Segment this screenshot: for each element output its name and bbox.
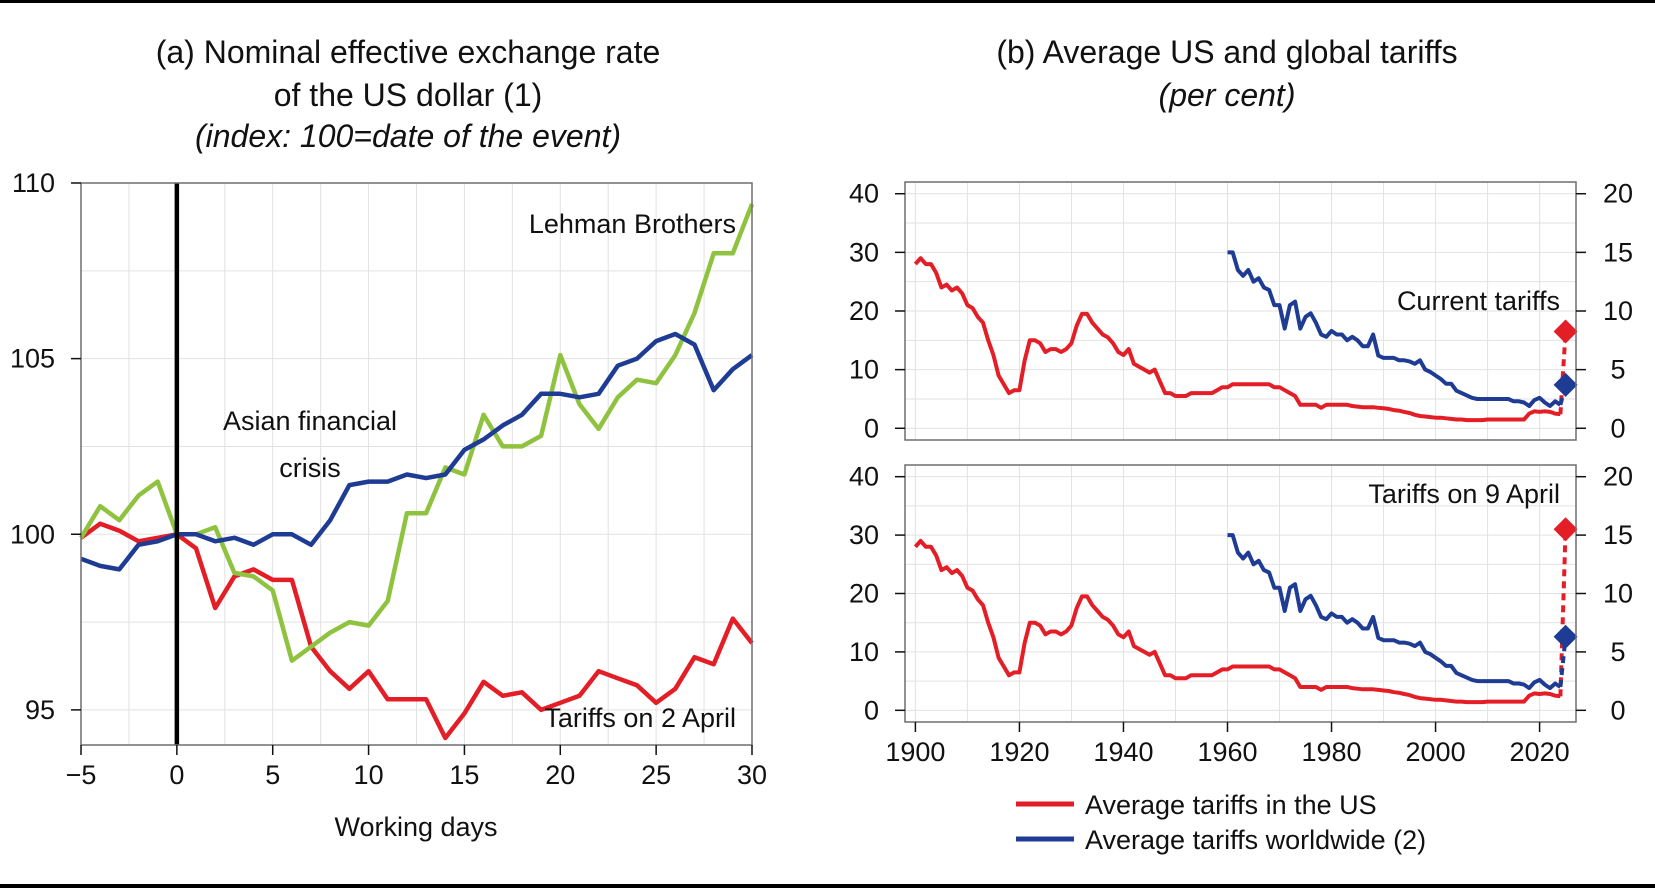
us-tariff-line (913, 538, 1561, 705)
y-right-tick-label: 10 (1603, 579, 1633, 609)
legend-label-us: Average tariffs in the US (1085, 790, 1377, 820)
x-tick-label: 1980 (1301, 737, 1361, 767)
x-tick-label: 15 (449, 760, 479, 790)
us-2025-marker (1553, 517, 1578, 542)
y-right-tick-label: 15 (1603, 237, 1633, 267)
y-left-tick-label: 0 (864, 695, 879, 725)
legend: Average tariffs in the US Average tariff… (1016, 790, 1426, 855)
y-right-tick-label: 15 (1603, 520, 1633, 550)
series-line-blue (80, 331, 754, 572)
annotation-tariffs-2-april: Tariffs on 2 April (544, 703, 736, 733)
y-tick-label: 110 (12, 168, 55, 198)
x-tick-label: 0 (169, 760, 184, 790)
y-right-tick-label: 20 (1603, 462, 1633, 492)
y-left-tick-label: 40 (849, 462, 879, 492)
annotation-tariffs-9-april: Tariffs on 9 April (1368, 479, 1560, 509)
y-left-tick-label: 20 (849, 296, 879, 326)
world-tariff-line (1227, 533, 1562, 691)
y-right-tick-label: 20 (1603, 179, 1633, 209)
y-right-tick-label: 0 (1610, 413, 1625, 443)
y-left-tick-label: 10 (849, 637, 879, 667)
x-tick-label: 30 (737, 760, 767, 790)
x-tick-label: 1940 (1093, 737, 1153, 767)
y-left-tick-label: 0 (864, 413, 879, 443)
y-right-tick-label: 0 (1610, 695, 1625, 725)
world-tariff-line (1227, 250, 1562, 408)
y-right-tick-label: 5 (1610, 355, 1625, 385)
y-tick-label: 95 (25, 695, 55, 725)
x-tick-label: −5 (66, 760, 97, 790)
legend-label-world: Average tariffs worldwide (2) (1085, 825, 1426, 855)
panel-a-grid (80, 182, 753, 745)
panel-a-ticks: −5 0 5 10 15 20 25 30 95 100 105 110 (10, 168, 767, 790)
panel-a-subtitle: (index: 100=date of the event) (195, 118, 621, 154)
world-2025-marker (1553, 372, 1578, 397)
panel-a-lines (79, 183, 755, 745)
us-tariff-line (913, 256, 1561, 423)
x-tick-label: 5 (265, 760, 280, 790)
panel-a-xlabel: Working days (334, 812, 497, 842)
annotation-current-tariffs: Current tariffs (1397, 286, 1560, 316)
annotation-asian-2: crisis (279, 453, 341, 483)
series-line-red (79, 521, 754, 741)
panel-a-frame (80, 182, 753, 746)
x-tick-label: 1960 (1197, 737, 1257, 767)
panel-a-title-line1: (a) Nominal effective exchange rate (156, 34, 661, 70)
us-2025-marker (1553, 319, 1578, 344)
panel-a: (a) Nominal effective exchange rate of t… (10, 34, 767, 842)
panel-b-subtitle: (per cent) (1159, 77, 1296, 113)
x-tick-label: 2000 (1406, 737, 1466, 767)
x-tick-label: 2020 (1510, 737, 1570, 767)
y-right-tick-label: 5 (1610, 637, 1625, 667)
x-tick-label: 10 (354, 760, 384, 790)
y-left-tick-label: 20 (849, 579, 879, 609)
panel-b-top: 0 10 20 30 40 0 5 10 15 20 (849, 179, 1633, 444)
y-left-tick-label: 30 (849, 237, 879, 267)
x-tick-label: 1900 (885, 737, 945, 767)
panel-a-title-line2: of the US dollar (1) (274, 77, 543, 113)
panel-b: (b) Average US and global tariffs (per c… (849, 34, 1633, 855)
world-2025-marker (1553, 624, 1578, 649)
panel-b-title: (b) Average US and global tariffs (996, 34, 1457, 70)
annotation-asian-1: Asian financial (223, 406, 397, 436)
y-right-tick-label: 10 (1603, 296, 1633, 326)
annotation-lehman: Lehman Brothers (529, 209, 736, 239)
y-tick-label: 100 (10, 519, 55, 549)
x-tick-label: 20 (545, 760, 575, 790)
x-tick-label: 25 (641, 760, 671, 790)
x-tick-label: 1920 (989, 737, 1049, 767)
panel-b-bottom: 0 10 20 30 40 0 5 10 15 20 1900 1920 1940 1960 1980 200… (849, 462, 1633, 767)
y-tick-label: 105 (10, 344, 55, 374)
y-left-tick-label: 10 (849, 355, 879, 385)
y-left-tick-label: 30 (849, 520, 879, 550)
y-left-tick-label: 40 (849, 179, 879, 209)
